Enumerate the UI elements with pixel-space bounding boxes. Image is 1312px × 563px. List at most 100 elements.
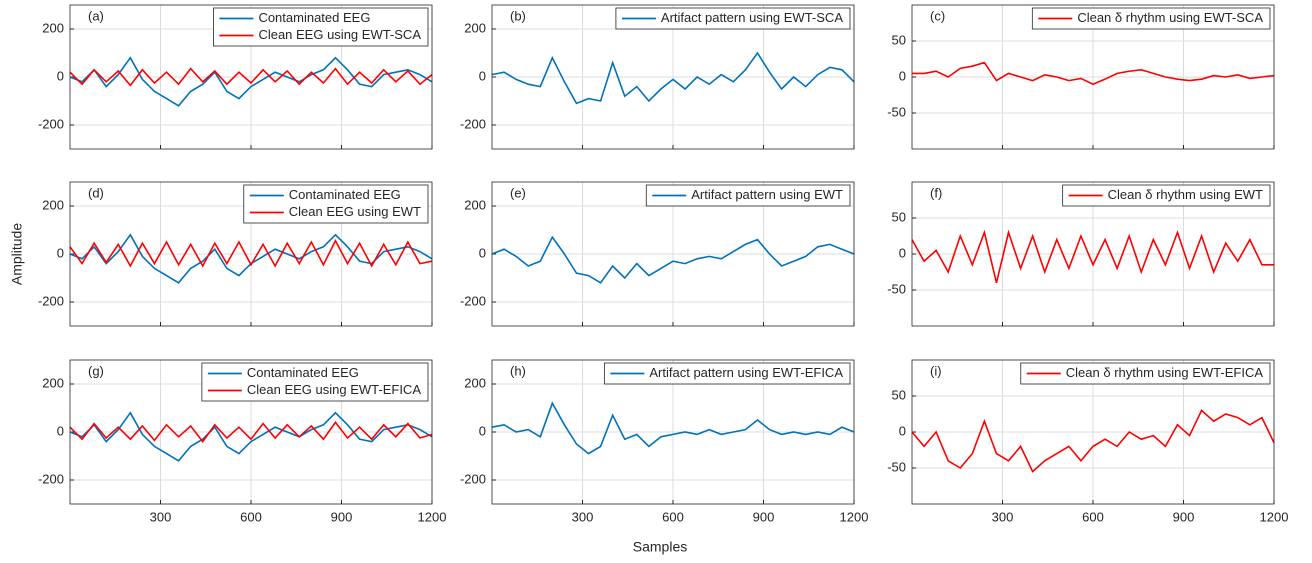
x-tick-label: 600 bbox=[240, 509, 262, 524]
y-tick-label: -200 bbox=[460, 293, 486, 308]
panel: -50 0 50 300 600 900 1200 (i) Clean δ rhythm usi… bbox=[887, 359, 1289, 524]
y-tick-label: 0 bbox=[479, 68, 486, 83]
panel-label: (g) bbox=[88, 363, 104, 378]
legend-box bbox=[645, 184, 851, 207]
legend: Clean δ rhythm using EWT-EFICA bbox=[1020, 362, 1271, 385]
panel: -200 0 200 300 600 900 1200 (g) Contaminated EEG… bbox=[38, 359, 447, 524]
x-tick-label: 900 bbox=[1173, 509, 1195, 524]
panel-label: (e) bbox=[510, 185, 526, 200]
series-line bbox=[912, 61, 1275, 86]
axes-frame bbox=[69, 359, 433, 505]
y-tick-label: 50 bbox=[892, 32, 906, 47]
legend-box bbox=[1031, 7, 1271, 30]
series-line bbox=[69, 56, 433, 107]
y-tick-label: 0 bbox=[479, 423, 486, 438]
legend-label: Clean EEG using EWT-SCA bbox=[258, 27, 421, 42]
legend-label: Artifact pattern using EWT-SCA bbox=[661, 10, 843, 25]
y-tick-label: 0 bbox=[899, 245, 906, 260]
x-tick-label: 600 bbox=[1082, 509, 1104, 524]
panel-label: (a) bbox=[88, 8, 104, 23]
axes-frame bbox=[911, 359, 1275, 505]
panel: -200 0 200 (a) Contaminated EEG Clean EEG usi… bbox=[38, 4, 433, 150]
series-line bbox=[69, 67, 433, 87]
y-tick-label: -200 bbox=[460, 471, 486, 486]
legend-box bbox=[201, 362, 429, 402]
y-tick-label: 200 bbox=[42, 375, 64, 390]
legend: Clean δ rhythm using EWT-SCA bbox=[1031, 7, 1271, 30]
legend-box bbox=[603, 362, 851, 385]
y-tick-label: 200 bbox=[464, 197, 486, 212]
y-tick-label: 50 bbox=[892, 209, 906, 224]
y-tick-label: 0 bbox=[899, 423, 906, 438]
series-line bbox=[491, 235, 855, 284]
x-tick-label: 300 bbox=[992, 509, 1014, 524]
legend-label: Contaminated EEG bbox=[289, 187, 401, 202]
y-tick-label: 50 bbox=[892, 387, 906, 402]
legend-label: Clean EEG using EWT-EFICA bbox=[247, 382, 421, 397]
y-tick-label: -200 bbox=[38, 471, 64, 486]
panel: -50 0 50 (f) Clean δ rhythm using EWT bbox=[887, 181, 1275, 327]
y-tick-label: 200 bbox=[464, 20, 486, 35]
legend-label: Clean δ rhythm using EWT-SCA bbox=[1077, 10, 1263, 25]
x-tick-label: 300 bbox=[572, 509, 594, 524]
y-tick-label: 200 bbox=[42, 20, 64, 35]
x-tick-label: 1200 bbox=[1260, 509, 1289, 524]
y-tick-label: 0 bbox=[479, 245, 486, 260]
legend: Contaminated EEG Clean EEG using EWT-SCA bbox=[213, 7, 429, 47]
legend-box bbox=[1062, 184, 1271, 207]
panel-label: (c) bbox=[930, 8, 945, 23]
y-tick-label: -200 bbox=[460, 116, 486, 131]
legend: Contaminated EEG Clean EEG using EWT bbox=[243, 184, 429, 224]
legend-box bbox=[213, 7, 429, 47]
y-tick-label: -50 bbox=[887, 459, 906, 474]
x-tick-label: 900 bbox=[331, 509, 353, 524]
x-tick-label: 300 bbox=[150, 509, 172, 524]
y-tick-label: -200 bbox=[38, 116, 64, 131]
legend: Artifact pattern using EWT bbox=[645, 184, 851, 207]
panel-label: (d) bbox=[88, 185, 104, 200]
y-tick-label: 200 bbox=[42, 197, 64, 212]
y-tick-label: 0 bbox=[57, 245, 64, 260]
panel-label: (b) bbox=[510, 8, 526, 23]
legend-label: Contaminated EEG bbox=[247, 365, 359, 380]
x-axis-title: Samples bbox=[633, 539, 687, 555]
legend-box bbox=[615, 7, 851, 30]
axes-frame bbox=[69, 4, 433, 150]
y-tick-label: 0 bbox=[57, 423, 64, 438]
panel: -50 0 50 (c) Clean δ rhythm using EWT-SCA bbox=[887, 4, 1275, 150]
legend-box bbox=[1020, 362, 1271, 385]
series-line bbox=[491, 51, 855, 105]
panel: -200 0 200 (b) Artifact pattern using EWT-SC… bbox=[460, 4, 855, 150]
legend-label: Clean δ rhythm using EWT bbox=[1108, 187, 1263, 202]
legend: Clean δ rhythm using EWT bbox=[1062, 184, 1271, 207]
series-line bbox=[911, 229, 1274, 283]
legend-label: Artifact pattern using EWT bbox=[691, 187, 843, 202]
legend: Artifact pattern using EWT-EFICA bbox=[603, 362, 851, 385]
x-tick-label: 1200 bbox=[418, 509, 447, 524]
y-tick-label: 200 bbox=[464, 375, 486, 390]
legend-label: Clean EEG using EWT bbox=[289, 204, 421, 219]
x-tick-label: 1200 bbox=[840, 509, 869, 524]
y-tick-label: -50 bbox=[887, 104, 906, 119]
series-line bbox=[911, 409, 1275, 473]
series-line bbox=[69, 239, 433, 268]
legend-box bbox=[243, 184, 429, 224]
y-tick-label: 0 bbox=[57, 68, 64, 83]
y-axis-title: Amplitude bbox=[9, 223, 25, 285]
legend: Artifact pattern using EWT-SCA bbox=[615, 7, 851, 30]
y-tick-label: 0 bbox=[899, 68, 906, 83]
legend-label: Artifact pattern using EWT-EFICA bbox=[649, 365, 843, 380]
x-tick-label: 600 bbox=[662, 509, 684, 524]
series-line bbox=[491, 401, 855, 455]
axes-frame bbox=[911, 4, 1275, 150]
panel: -200 0 200 300 600 900 1200 (h) Artifact pattern… bbox=[460, 359, 869, 524]
axes-frame bbox=[69, 181, 433, 327]
axes-frame bbox=[491, 181, 855, 327]
panel-label: (h) bbox=[510, 363, 526, 378]
legend-label: Clean δ rhythm using EWT-EFICA bbox=[1066, 365, 1264, 380]
axes-frame bbox=[911, 181, 1275, 327]
series-line bbox=[69, 411, 433, 462]
panel: -200 0 200 (d) Contaminated EEG Clean EEG usi… bbox=[38, 181, 433, 327]
